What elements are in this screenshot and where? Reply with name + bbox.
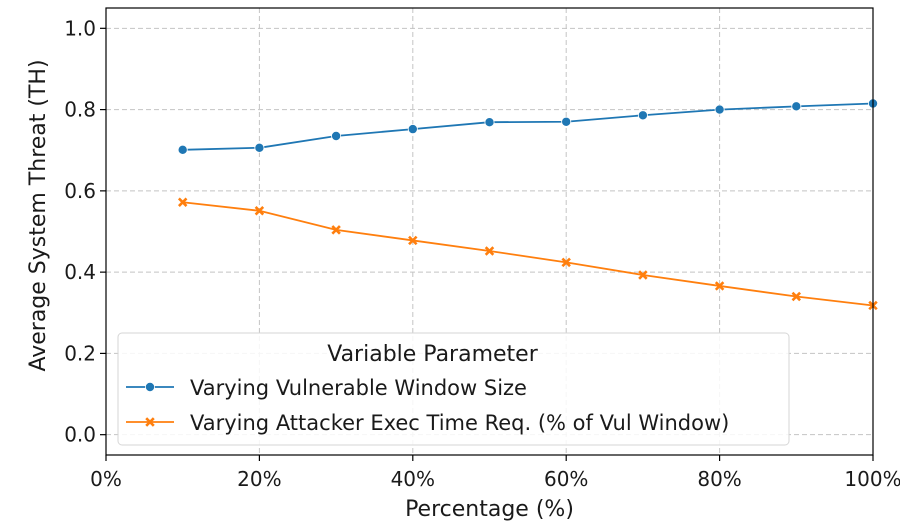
data-point	[331, 131, 342, 142]
y-tick-label: 0.8	[64, 98, 96, 122]
legend-title: Variable Parameter	[327, 342, 538, 367]
axes: 0% 20% 40% 60% 80% 100% 0.0 0.2 0.4 0.6 0.8 1.0	[64, 7, 900, 491]
data-point	[177, 144, 188, 155]
legend-marker	[145, 417, 155, 427]
x-tick-label: 20%	[237, 467, 281, 491]
x-tick-label: 60%	[544, 467, 588, 491]
y-tick-label: 0.4	[64, 260, 96, 284]
y-tick-label: 0.0	[64, 423, 96, 447]
data-point	[561, 116, 572, 127]
legend-entry: Varying Attacker Exec Time Req. (% of Vu…	[126, 411, 729, 435]
data-point	[484, 117, 495, 128]
data-point	[714, 281, 725, 291]
x-tick-label: 80%	[697, 467, 741, 491]
data-point	[561, 257, 571, 268]
legend-marker	[144, 381, 155, 392]
x-tick-label: 100%	[844, 467, 900, 491]
legend: Variable Parameter Varying Vulnerable Win…	[117, 332, 790, 446]
data-point	[638, 270, 648, 280]
series-line	[182, 201, 874, 307]
x-tick-label: 0%	[90, 467, 122, 491]
data-point	[407, 124, 418, 135]
data-point	[484, 246, 495, 256]
legend-entry: Varying Vulnerable Window Size	[126, 376, 527, 400]
x-axis-title: Percentage (%)	[405, 497, 574, 522]
data-point	[331, 225, 341, 235]
data-point	[791, 291, 802, 302]
axes-frame	[105, 7, 874, 456]
y-tick-label: 0.6	[64, 179, 96, 203]
series-1	[177, 197, 878, 311]
legend-label: Varying Attacker Exec Time Req. (% of Vu…	[190, 411, 729, 435]
series-group	[177, 98, 879, 311]
data-point	[254, 206, 265, 216]
data-point	[791, 101, 802, 112]
legend-box	[117, 332, 790, 446]
x-tick-label: 40%	[391, 467, 435, 491]
data-point	[714, 104, 725, 115]
data-point	[177, 197, 188, 207]
y-axis-title: Average System Threat (TH)	[26, 59, 51, 371]
data-point	[408, 235, 418, 246]
series-line	[182, 102, 874, 151]
legend-label: Varying Vulnerable Window Size	[190, 376, 527, 400]
data-point	[254, 142, 265, 153]
y-tick-label: 1.0	[64, 16, 96, 40]
data-point	[637, 110, 648, 121]
y-tick-label: 0.2	[64, 341, 96, 365]
